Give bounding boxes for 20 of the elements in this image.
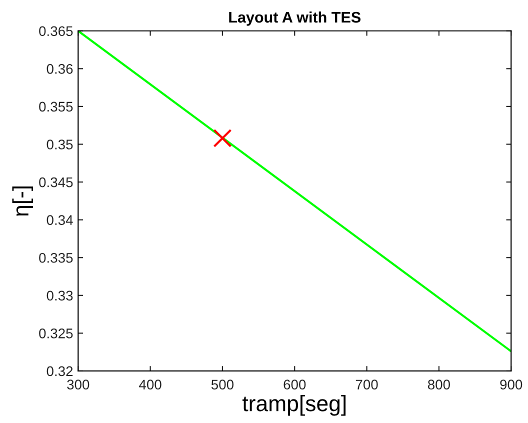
x-tick-label: 900 bbox=[500, 380, 522, 390]
x-tick-label: 400 bbox=[139, 380, 162, 390]
y-tick-label: 0.345 bbox=[39, 177, 73, 188]
y-tick-label: 0.355 bbox=[39, 102, 73, 112]
x-tick-label: 500 bbox=[211, 380, 234, 390]
y-tick-label: 0.33 bbox=[46, 290, 73, 301]
y-axis-title: η[-] bbox=[12, 186, 33, 216]
x-axis-title: tramp[seg] bbox=[242, 395, 346, 416]
x-tick-label: 300 bbox=[67, 380, 90, 390]
x-tick-label: 800 bbox=[428, 380, 450, 390]
x-tick-label: 600 bbox=[284, 380, 306, 390]
y-tick-label: 0.325 bbox=[39, 328, 73, 338]
y-tick-label: 0.35 bbox=[46, 140, 73, 150]
chart-title: Layout A with TES bbox=[229, 11, 361, 26]
y-tick-label: 0.365 bbox=[39, 26, 73, 36]
y-tick-label: 0.32 bbox=[46, 366, 73, 376]
y-tick-label: 0.36 bbox=[46, 64, 73, 74]
x-tick-label: 700 bbox=[356, 380, 378, 390]
y-tick-label: 0.335 bbox=[39, 252, 73, 263]
y-tick-label: 0.34 bbox=[46, 215, 73, 225]
